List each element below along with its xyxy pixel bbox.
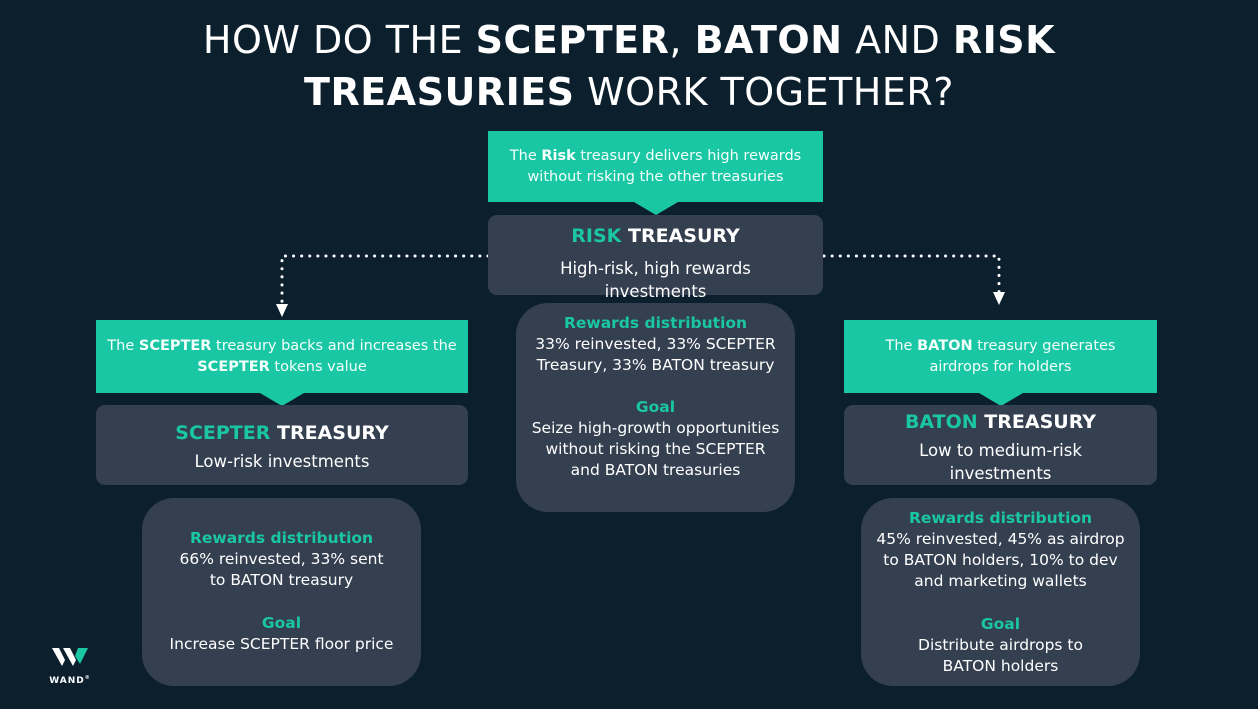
- baton-treasury-name: BATON TREASURY: [904, 411, 1097, 433]
- scepter-treasury-box: SCEPTER TREASURY Low-risk investments: [96, 405, 468, 485]
- arrow-right: [993, 292, 1005, 305]
- risk-treasury-desc: High-risk, high rewards investments: [560, 259, 751, 301]
- risk-callout-text: The Risk treasury delivers high rewards …: [509, 147, 802, 185]
- scepter-rewards-text: 66% reinvested, 33% sent to BATON treasu…: [179, 550, 384, 589]
- title-baton: BATON: [694, 18, 843, 62]
- logo-wordmark: WAND®: [49, 675, 91, 686]
- baton-rewards-text: 45% reinvested, 45% as airdrop to BATON …: [876, 530, 1125, 590]
- scepter-treasury-desc: Low-risk investments: [194, 452, 370, 471]
- baton-callout: The BATON treasury generates airdrops fo…: [844, 320, 1157, 406]
- connector-right: [822, 254, 1001, 295]
- baton-treasury-box: BATON TREASURY Low to medium-risk invest…: [844, 405, 1157, 485]
- baton-details-card: Rewards distribution 45% reinvested, 45%…: [861, 498, 1140, 686]
- baton-rewards-label: Rewards distribution: [908, 509, 1093, 527]
- risk-details-card: Rewards distribution 33% reinvested, 33%…: [516, 303, 795, 512]
- title-treasuries: TREASURIES: [304, 70, 575, 114]
- scepter-goal-text: Increase SCEPTER floor price: [169, 635, 394, 653]
- baton-goal-label: Goal: [980, 615, 1021, 633]
- scepter-rewards-label: Rewards distribution: [189, 529, 374, 547]
- scepter-details-card: Rewards distribution 66% reinvested, 33%…: [142, 498, 421, 686]
- risk-callout: The Risk treasury delivers high rewards …: [488, 131, 823, 215]
- title-scepter: SCEPTER: [475, 18, 670, 62]
- title-line-2: TREASURIES WORK TOGETHER?: [0, 66, 1258, 118]
- title-text: AND: [842, 18, 953, 62]
- scepter-treasury-name: SCEPTER TREASURY: [175, 422, 389, 444]
- baton-callout-text: The BATON treasury generates airdrops fo…: [885, 337, 1116, 375]
- baton-goal-text: Distribute airdrops to BATON holders: [918, 636, 1083, 675]
- risk-rewards-label: Rewards distribution: [563, 314, 748, 332]
- arrow-left: [276, 304, 288, 317]
- title-text: WORK TOGETHER?: [574, 70, 954, 114]
- risk-rewards-text: 33% reinvested, 33% SCEPTER Treasury, 33…: [535, 335, 776, 374]
- risk-goal-label: Goal: [635, 398, 676, 416]
- wand-mark-icon: [52, 648, 88, 666]
- scepter-goal-label: Goal: [261, 614, 302, 632]
- scepter-callout: The SCEPTER treasury backs and increases…: [96, 320, 468, 406]
- connector-left: [280, 254, 490, 308]
- risk-goal-text: Seize high-growth opportunities without …: [531, 419, 780, 479]
- title-text: ,: [669, 18, 695, 62]
- baton-treasury-desc: Low to medium-risk investments: [919, 441, 1082, 483]
- title-text: HOW DO THE: [202, 18, 476, 62]
- wand-logo: WAND®: [40, 646, 100, 686]
- scepter-callout-text: The SCEPTER treasury backs and increases…: [107, 337, 457, 375]
- title-line-1: HOW DO THE SCEPTER, BATON AND RISK: [0, 14, 1258, 66]
- risk-treasury-name: RISK TREASURY: [571, 225, 740, 247]
- title-risk: RISK: [952, 18, 1056, 62]
- page-title: HOW DO THE SCEPTER, BATON AND RISK TREAS…: [0, 14, 1258, 118]
- risk-treasury-box: RISK TREASURY High-risk, high rewards in…: [488, 215, 823, 301]
